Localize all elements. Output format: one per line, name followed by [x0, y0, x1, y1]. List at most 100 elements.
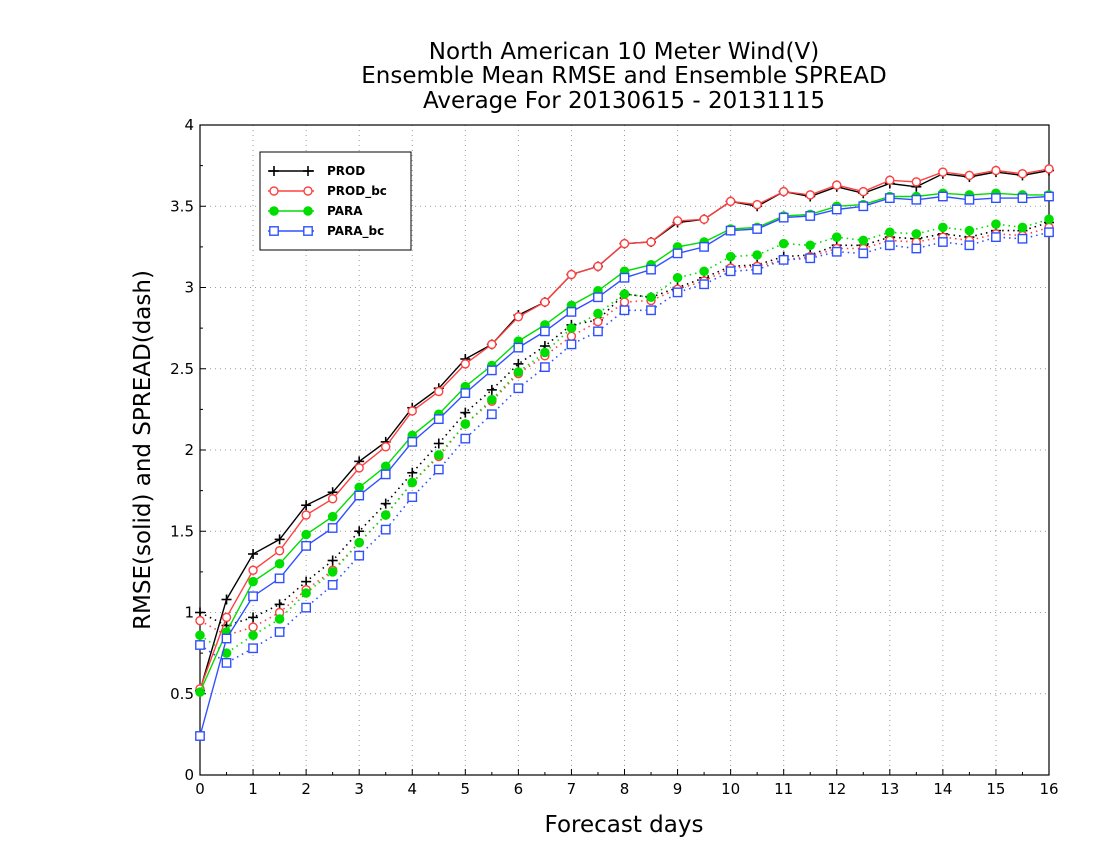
legend-marker-left — [269, 186, 279, 196]
spread-point — [486, 384, 497, 395]
rmse-point — [433, 414, 444, 425]
rmse-point — [991, 165, 1001, 176]
rmse-point — [699, 241, 709, 252]
rmse-point — [274, 534, 285, 545]
spread-point — [831, 232, 842, 242]
spread-point — [566, 331, 577, 341]
x-tick-label: 5 — [461, 780, 471, 798]
legend-marker-left — [269, 166, 279, 176]
spread-point — [274, 599, 285, 610]
spread-point — [938, 222, 948, 233]
legend-marker-right — [303, 226, 313, 236]
rmse-point — [885, 175, 895, 185]
x-tick-label: 6 — [514, 780, 524, 798]
grid-lines — [200, 125, 1049, 775]
spread-point — [487, 394, 497, 405]
spread-point — [725, 251, 736, 262]
spread-point — [778, 254, 789, 265]
spread-point — [672, 272, 683, 283]
spread-point — [566, 339, 577, 350]
rmse-point — [805, 190, 815, 200]
rmse-point — [964, 170, 975, 181]
spread-point — [884, 240, 895, 251]
spread-point — [619, 289, 630, 299]
legend-entry: PROD — [268, 164, 365, 178]
spread-point — [248, 622, 258, 632]
legend-label: PARA — [327, 204, 363, 218]
spread-point — [248, 643, 258, 654]
rmse-point — [460, 388, 471, 399]
rmse-point — [248, 591, 258, 602]
rmse-point — [354, 490, 365, 501]
spread-point — [248, 630, 258, 641]
rmse-point — [301, 500, 312, 511]
rmse-point — [646, 237, 656, 247]
y-tick-label: 4 — [184, 116, 194, 134]
rmse-point — [858, 201, 869, 212]
rmse-point — [354, 482, 364, 493]
spread-point — [460, 407, 471, 418]
rmse-point — [381, 442, 391, 452]
x-tick-label: 2 — [301, 780, 311, 798]
x-tick-label: 0 — [195, 780, 205, 798]
rmse-point — [407, 406, 417, 416]
rmse-point — [513, 312, 524, 322]
spread-point — [725, 266, 736, 277]
spread-point — [646, 292, 656, 303]
rmse-point — [619, 238, 630, 249]
chart-title: North American 10 Meter Wind(V) Ensemble… — [361, 39, 886, 114]
x-tick-label: 8 — [620, 780, 630, 798]
spread-point — [672, 287, 683, 298]
rmse-point — [487, 339, 497, 350]
series-prod-bc — [195, 164, 1054, 694]
title-line-2: Ensemble Mean RMSE and Ensemble SPREAD — [361, 63, 886, 89]
spread-point — [460, 433, 471, 444]
spread-point — [433, 438, 444, 449]
x-tick-label: 14 — [933, 780, 952, 798]
rmse-point — [725, 196, 736, 207]
rmse-point — [911, 194, 922, 205]
spread-point — [991, 219, 1001, 229]
spread-point — [911, 243, 922, 254]
x-tick-label: 10 — [721, 780, 740, 798]
rmse-point — [672, 216, 683, 226]
spread-point — [964, 240, 975, 251]
spread-point — [301, 602, 312, 613]
rmse-point — [619, 272, 630, 283]
spread-point — [752, 264, 763, 275]
legend-marker-right — [303, 206, 313, 216]
rmse-point — [221, 612, 232, 623]
series-para-bc — [195, 191, 1054, 741]
spread-point — [858, 248, 869, 259]
spread-point — [619, 297, 630, 307]
spread-point — [1044, 227, 1054, 238]
x-tick-label: 12 — [827, 780, 846, 798]
title-line-3: Average For 20130615 - 20131115 — [423, 88, 825, 114]
title-line-1: North American 10 Meter Wind(V) — [429, 39, 819, 65]
spread-point — [354, 550, 365, 561]
spread-line — [199, 226, 1050, 637]
rmse-point — [327, 494, 338, 504]
spread-point — [593, 316, 603, 327]
spread-point — [540, 362, 550, 373]
rmse-point — [274, 558, 285, 569]
spread-point — [699, 279, 709, 290]
x-axis: 0 1 2 3 4 5 6 7 8 9 10 11 12 13 14 15 16 — [195, 769, 1059, 798]
rmse-point — [407, 436, 418, 447]
rmse-point — [301, 540, 312, 551]
spread-point — [327, 567, 338, 577]
spread-point — [566, 323, 577, 333]
x-tick-label: 1 — [248, 780, 258, 798]
rmse-point — [301, 529, 311, 540]
rmse-point — [380, 469, 391, 480]
rmse-point — [221, 594, 232, 605]
spread-point — [433, 450, 444, 460]
spread-point — [354, 537, 364, 548]
spread-point — [407, 477, 418, 488]
legend-entry: PARA — [268, 204, 363, 218]
legend-label: PARA_bc — [327, 224, 384, 239]
rmse-point — [301, 510, 311, 520]
rmse-point — [725, 225, 736, 236]
spread-point — [513, 383, 524, 394]
